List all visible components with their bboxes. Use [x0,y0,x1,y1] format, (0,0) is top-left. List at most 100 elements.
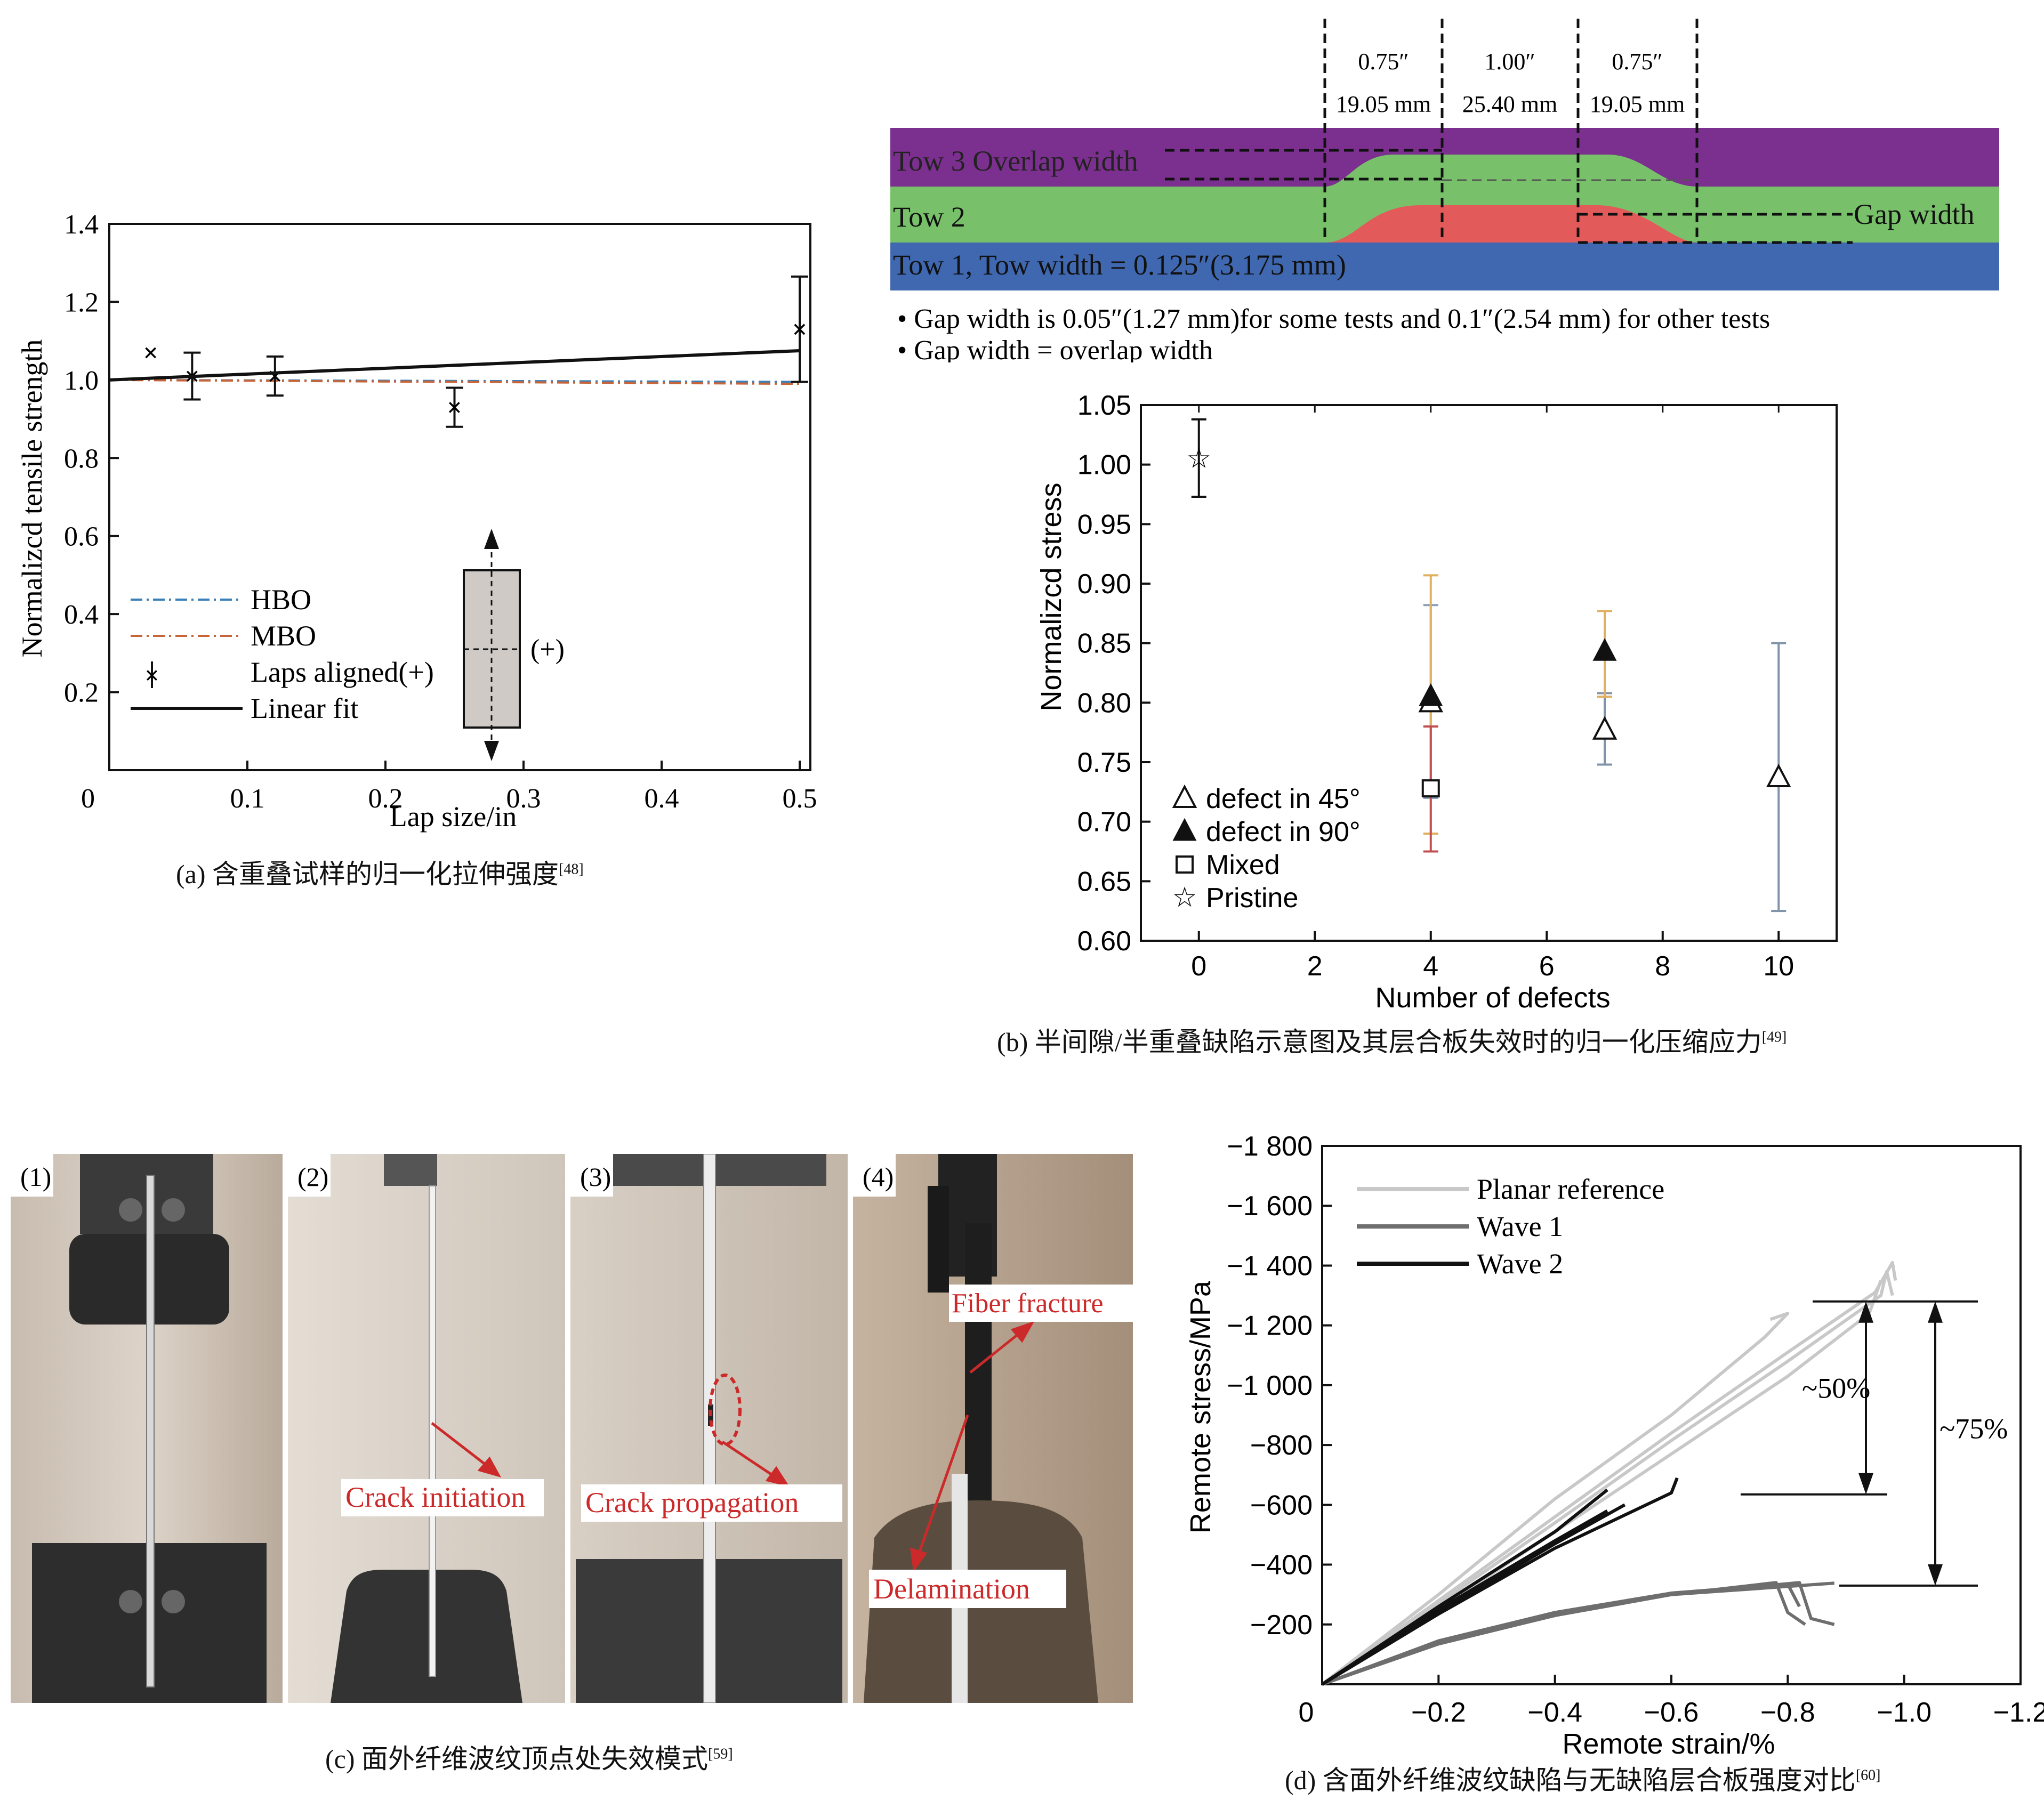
chart-d-series-line [1321,1261,1897,1686]
chart-b-y-tick-label: 1.00 [1077,450,1131,481]
chart-a-legend-label: Laps aligned(+) [251,656,434,688]
chart-d-x-tick-label: −0.8 [1760,1697,1815,1728]
caption-d: (d) 含面外纤维波纹缺陷与无缺陷层合板强度对比[60] [1285,1759,1880,1797]
chart-b-point [1766,763,1791,788]
chart-b: 0 2 4 6 8 10 0.60 0.65 0.70 0.75 0.80 0.85 0.90 0.95 1… [1035,390,1838,1013]
chart-b-frame [1140,404,1838,942]
chart-b-legend-label: defect in 45° [1206,784,1361,814]
tow1-label: Tow 1, Tow width = 0.125″(3.175 mm) [893,249,1346,281]
chart-a-x-tick-label: 0.4 [645,784,679,814]
chart-d-y-tick-label: −1 800 [1227,1131,1313,1162]
chart-b-y-tick-label: 0.75 [1077,747,1131,778]
chart-a-x-tick-label: 0.2 [368,784,403,814]
chart-a-x-tick-label: 0.3 [506,784,541,814]
chart-b-y-tick-label: 0.80 [1077,688,1131,718]
caption-a: (a) 含重叠试样的归一化拉伸强度[48] [176,853,584,891]
chart-d-annotation-label: ~50% [1802,1372,1870,1404]
chart-d-annotation-arrowhead [1858,1473,1873,1495]
chart-b-legend-symbol [1172,784,1197,808]
chart-b-y-tick-label: 0.90 [1077,569,1131,600]
chart-a-inset-arrow-up [484,529,499,549]
chart-b-y-tick-label: 0.70 [1077,807,1131,838]
caption-d-ref: [60] [1855,1767,1881,1784]
chart-a-y-tick-label: 0.4 [64,600,99,630]
chart-a: 0 0.1 0.2 0.3 0.4 0.5 0.2 0.4 0.6 0.8 1.0 1.2 1.4 × × ×… [16,209,817,833]
chart-a-inset-arrow-down [484,741,499,761]
bullet-1: • Gap width is 0.05″(1.27 mm)for some te… [897,304,1770,334]
chart-d-x-tick-label: −1.0 [1877,1697,1932,1728]
chart-d-legend-label: Planar reference [1477,1173,1664,1205]
chart-d-x-axis-label: Remote strain/% [1562,1728,1775,1759]
chart-d-y-tick-label: −200 [1250,1610,1313,1641]
dim-2-inch: 1.00″ [1484,49,1535,75]
chart-b-y-axis-label: Normalizcd stress [1035,482,1067,711]
frame-label-3: (3) [580,1162,611,1192]
frame-label-4: (4) [863,1162,894,1192]
tow-diagram-dashes [1165,19,1853,244]
chart-b-y-tick-label: 0.60 [1077,926,1131,957]
chart-a-x-tick-label: 0.5 [783,784,817,814]
chart-a-x-tick-label: 0 [81,784,95,814]
chart-b-y-tick-label: 1.05 [1077,390,1131,421]
chart-b-legend-symbol [1176,855,1194,874]
tow3-label: Tow 3 Overlap width [893,145,1138,177]
chart-a-inset-label: (+) [530,634,565,665]
caption-b-ref: [49] [1761,1029,1787,1046]
caption-c-ref: [59] [708,1746,733,1763]
chart-b-point: ☆ [1186,444,1211,474]
chart-d-x-tick-label: 0 [1299,1697,1314,1728]
chart-d-y-tick-label: −1 400 [1227,1250,1313,1281]
chart-d-y-tick-label: −1 200 [1227,1311,1313,1342]
chart-a-y-tick-label: 0.2 [64,678,99,708]
chart-d-series-line [1321,1477,1679,1686]
chart-a-point: × [447,392,462,422]
bullet-2: • Gap width = overlap width [897,335,1213,362]
caption-b: (b) 半间隙/半重叠缺陷示意图及其层合板失效时的归一化压缩应力[49] [997,1021,1787,1059]
chart-d-series-line [1321,1488,1608,1686]
photo-frame-1 [11,1154,283,1703]
chart-b-legend-symbol [1172,818,1197,841]
chart-a-frame [108,223,811,771]
chart-a-x-axis-label: Lap size/in [390,801,517,833]
failure-photos-svg: (1) (2) (3) (4) Crack initiation Crack p… [11,1153,1133,1703]
chart-b-legend-label: defect in 90° [1206,817,1361,847]
tow2-label: Tow 2 [893,201,965,233]
chart-d-x-tick-label: −0.2 [1411,1697,1466,1728]
annotation-fiber-fracture: Fiber fracture [952,1288,1103,1319]
photo-frame-4 [853,1154,1133,1703]
chart-b-point [1419,683,1443,706]
photo-frame-3 [570,1153,848,1703]
chart-b-plot-area: 0 2 4 6 8 10 0.60 0.65 0.70 0.75 0.80 0.85 0.90 0.95 1… [1077,390,1838,982]
chart-d-series-line [1321,1581,1834,1686]
chart-b-x-tick-label: 8 [1655,951,1670,982]
dim-1-inch: 0.75″ [1358,49,1409,75]
caption-a-text: (a) 含重叠试样的归一化拉伸强度 [176,859,559,889]
chart-d-x-tick-label: −0.6 [1644,1697,1699,1728]
chart-d-x-tick-label: −0.4 [1527,1697,1582,1728]
chart-a-point: × [792,314,808,344]
chart-a-y-tick-label: 1.0 [64,366,99,396]
chart-a-series-line [109,378,800,385]
chart-b-x-tick-label: 4 [1423,951,1438,982]
caption-b-text: (b) 半间隙/半重叠缺陷示意图及其层合板失效时的归一化压缩应力 [997,1027,1762,1057]
annotation-delamination: Delamination [873,1573,1030,1605]
chart-b-legend-label: Mixed [1206,850,1280,881]
annotation-crack-initiation: Crack initiation [345,1481,525,1513]
chart-a-series-line [109,349,800,382]
chart-b-x-tick-label: 10 [1763,951,1794,982]
chart-a-legend-label: MBO [251,620,316,652]
chart-d-y-tick-label: −800 [1250,1430,1313,1461]
chart-d-plot-area: 0 −0.2 −0.4 −0.6 −0.8 −1.0 −1.2 −200 −400 −600 −80… [1227,1131,2044,1728]
chart-b-legend-label: Pristine [1206,883,1298,914]
chart-a-plot-area: 0 0.1 0.2 0.3 0.4 0.5 0.2 0.4 0.6 0.8 1.0 1.2 1.4 × × ×… [64,209,817,814]
chart-d: 0 −0.2 −0.4 −0.6 −0.8 −1.0 −1.2 −200 −400 −600 −80… [1185,1131,2044,1759]
chart-a-legend-label: HBO [251,584,311,616]
chart-b-legend-symbol: ☆ [1172,883,1197,913]
chart-a-legend-symbol: × [144,661,159,690]
chart-d-annotation-label: ~75% [1940,1412,2008,1444]
chart-d-annotation-arrowhead [1858,1301,1873,1323]
chart-b-y-tick-label: 0.95 [1077,509,1131,540]
chart-d-y-axis-label: Remote stress/MPa [1185,1280,1217,1533]
photo-frame-2 [288,1154,565,1703]
chart-b-y-tick-label: 0.85 [1077,628,1131,659]
